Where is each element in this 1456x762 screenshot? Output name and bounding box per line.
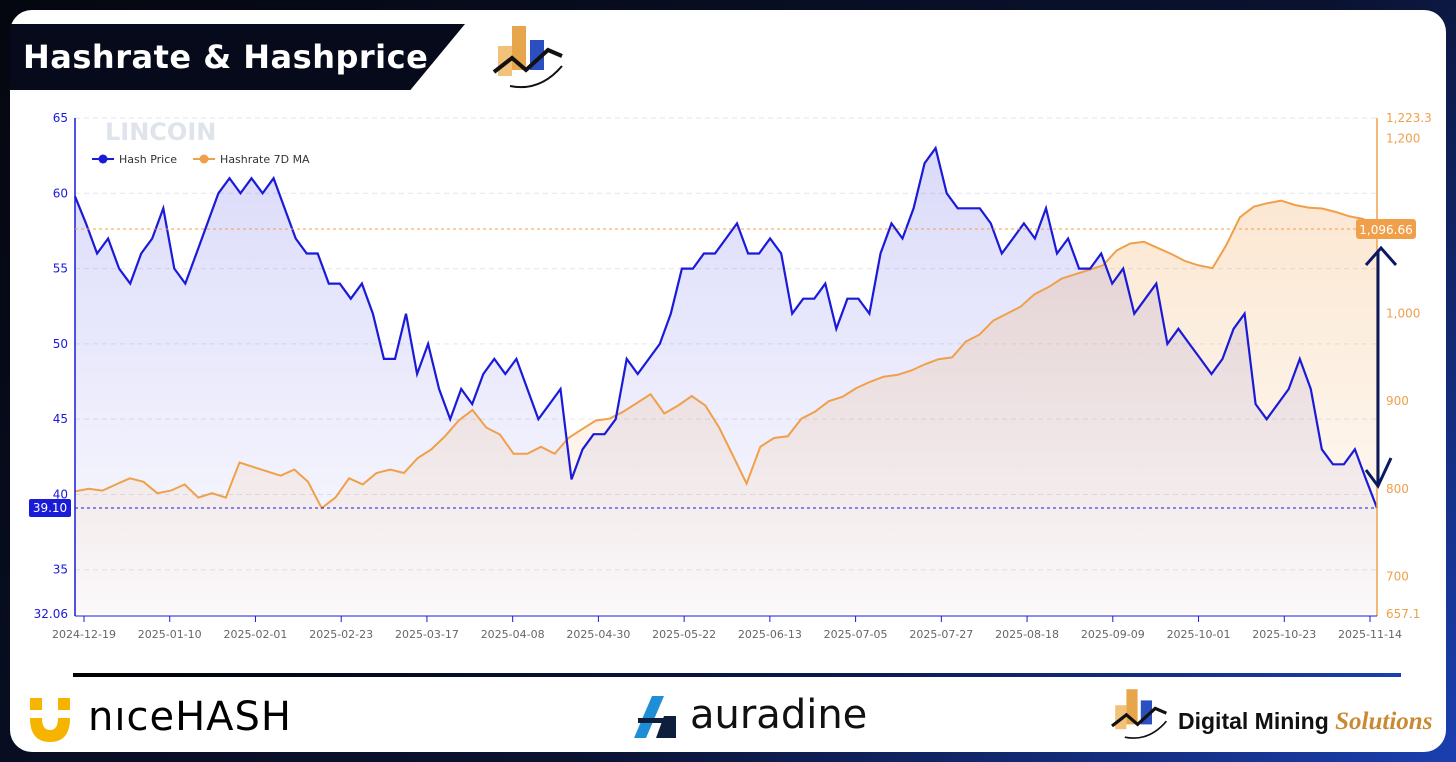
x-axis-tick-label: 2025-05-22 (652, 628, 716, 641)
hashrate-line (74, 199, 1378, 510)
hashprice-current-label: 39.10 (33, 501, 67, 515)
legend-label: Hashrate 7D MA (220, 153, 310, 166)
hashrate-current-badge (1356, 218, 1416, 239)
auradine-icon (634, 696, 676, 738)
left-axis-tick-label: 40 (53, 487, 68, 501)
x-axis-tick-label: 2025-07-27 (909, 628, 973, 641)
auradine-logo: auradine (630, 690, 890, 746)
page-title: Hashrate & Hashprice (23, 38, 429, 76)
right-axis-tick-label: 1,000 (1386, 307, 1420, 321)
legend-label: Hash Price (119, 153, 177, 166)
right-axis-tick-label: 800 (1386, 482, 1409, 496)
x-axis-tick-label: 2024-12-19 (52, 628, 116, 641)
dms-logo-icon (492, 26, 563, 88)
gap-arrow (1364, 245, 1398, 489)
right-axis-min-label: 657.1 (1386, 607, 1420, 621)
x-axis-tick-label: 2025-04-08 (481, 628, 545, 641)
x-axis-tick-label: 2025-03-17 (395, 628, 459, 641)
left-axis-tick-label: 60 (53, 186, 68, 200)
chart-legend: Hash Price Hashrate 7D MA (92, 153, 310, 166)
dms-wordmark-main: Digital Mining (1178, 708, 1329, 734)
left-axis-min-label: 32.06 (34, 607, 68, 621)
x-axis-tick-label: 2025-02-23 (309, 628, 373, 641)
x-axis-tick-label: 2025-06-13 (738, 628, 802, 641)
x-axis-tick-label: 2025-10-23 (1252, 628, 1316, 641)
dms-wordmark-accent: Solutions (1335, 708, 1433, 735)
axes: 65 60 55 50 45 40 35 32.06 1,200 1,000 900 800 700 1,… (34, 111, 1432, 641)
left-axis-tick-label: 45 (53, 412, 68, 426)
x-axis-tick-label: 2025-04-30 (566, 628, 630, 641)
right-axis-tick-label: 1,200 (1386, 131, 1420, 145)
x-axis-tick-label: 2025-02-01 (223, 628, 287, 641)
nicehash-logo: nıceHASH (26, 690, 296, 746)
right-axis-tick-label: 700 (1386, 569, 1409, 583)
x-axis-tick-label: 2025-09-09 (1081, 628, 1145, 641)
hash-price-line (73, 145, 1379, 509)
dms-wordmark: Digital Mining Solutions (1178, 708, 1432, 736)
footer-divider (73, 673, 1401, 677)
legend-marker (98, 154, 108, 164)
title-banner (10, 24, 465, 90)
watermark: LINCOIN (105, 118, 216, 146)
right-axis-tick-label: 900 (1386, 394, 1409, 408)
left-axis-tick-label: 55 (53, 262, 68, 276)
x-axis-tick-label: 2025-01-10 (138, 628, 202, 641)
nicehash-icon (30, 698, 70, 742)
x-axis-tick-label: 2025-08-18 (995, 628, 1059, 641)
hashrate-current-label: 1,096.66 (1359, 223, 1412, 237)
left-axis-tick-label: 50 (53, 337, 68, 351)
nicehash-wordmark: nıceHASH (88, 694, 292, 740)
dms-logo: Digital Mining Solutions (1108, 689, 1448, 746)
legend-marker (199, 154, 209, 164)
right-axis-max-label: 1,223.3 (1386, 111, 1432, 125)
x-axis-tick-label: 2025-10-01 (1167, 628, 1231, 641)
left-axis-tick-label: 35 (53, 563, 68, 577)
left-axis-tick-label: 65 (53, 111, 68, 125)
auradine-wordmark: auradine (690, 692, 868, 738)
x-axis-tick-label: 2025-07-05 (824, 628, 888, 641)
hashrate-area (75, 200, 1377, 614)
x-axis-tick-label: 2025-11-14 (1338, 628, 1402, 641)
dms-footer-icon (1111, 689, 1168, 739)
current-value-markers: 39.10 1,096.66 (29, 218, 1416, 517)
hashprice-current-badge (29, 498, 71, 517)
